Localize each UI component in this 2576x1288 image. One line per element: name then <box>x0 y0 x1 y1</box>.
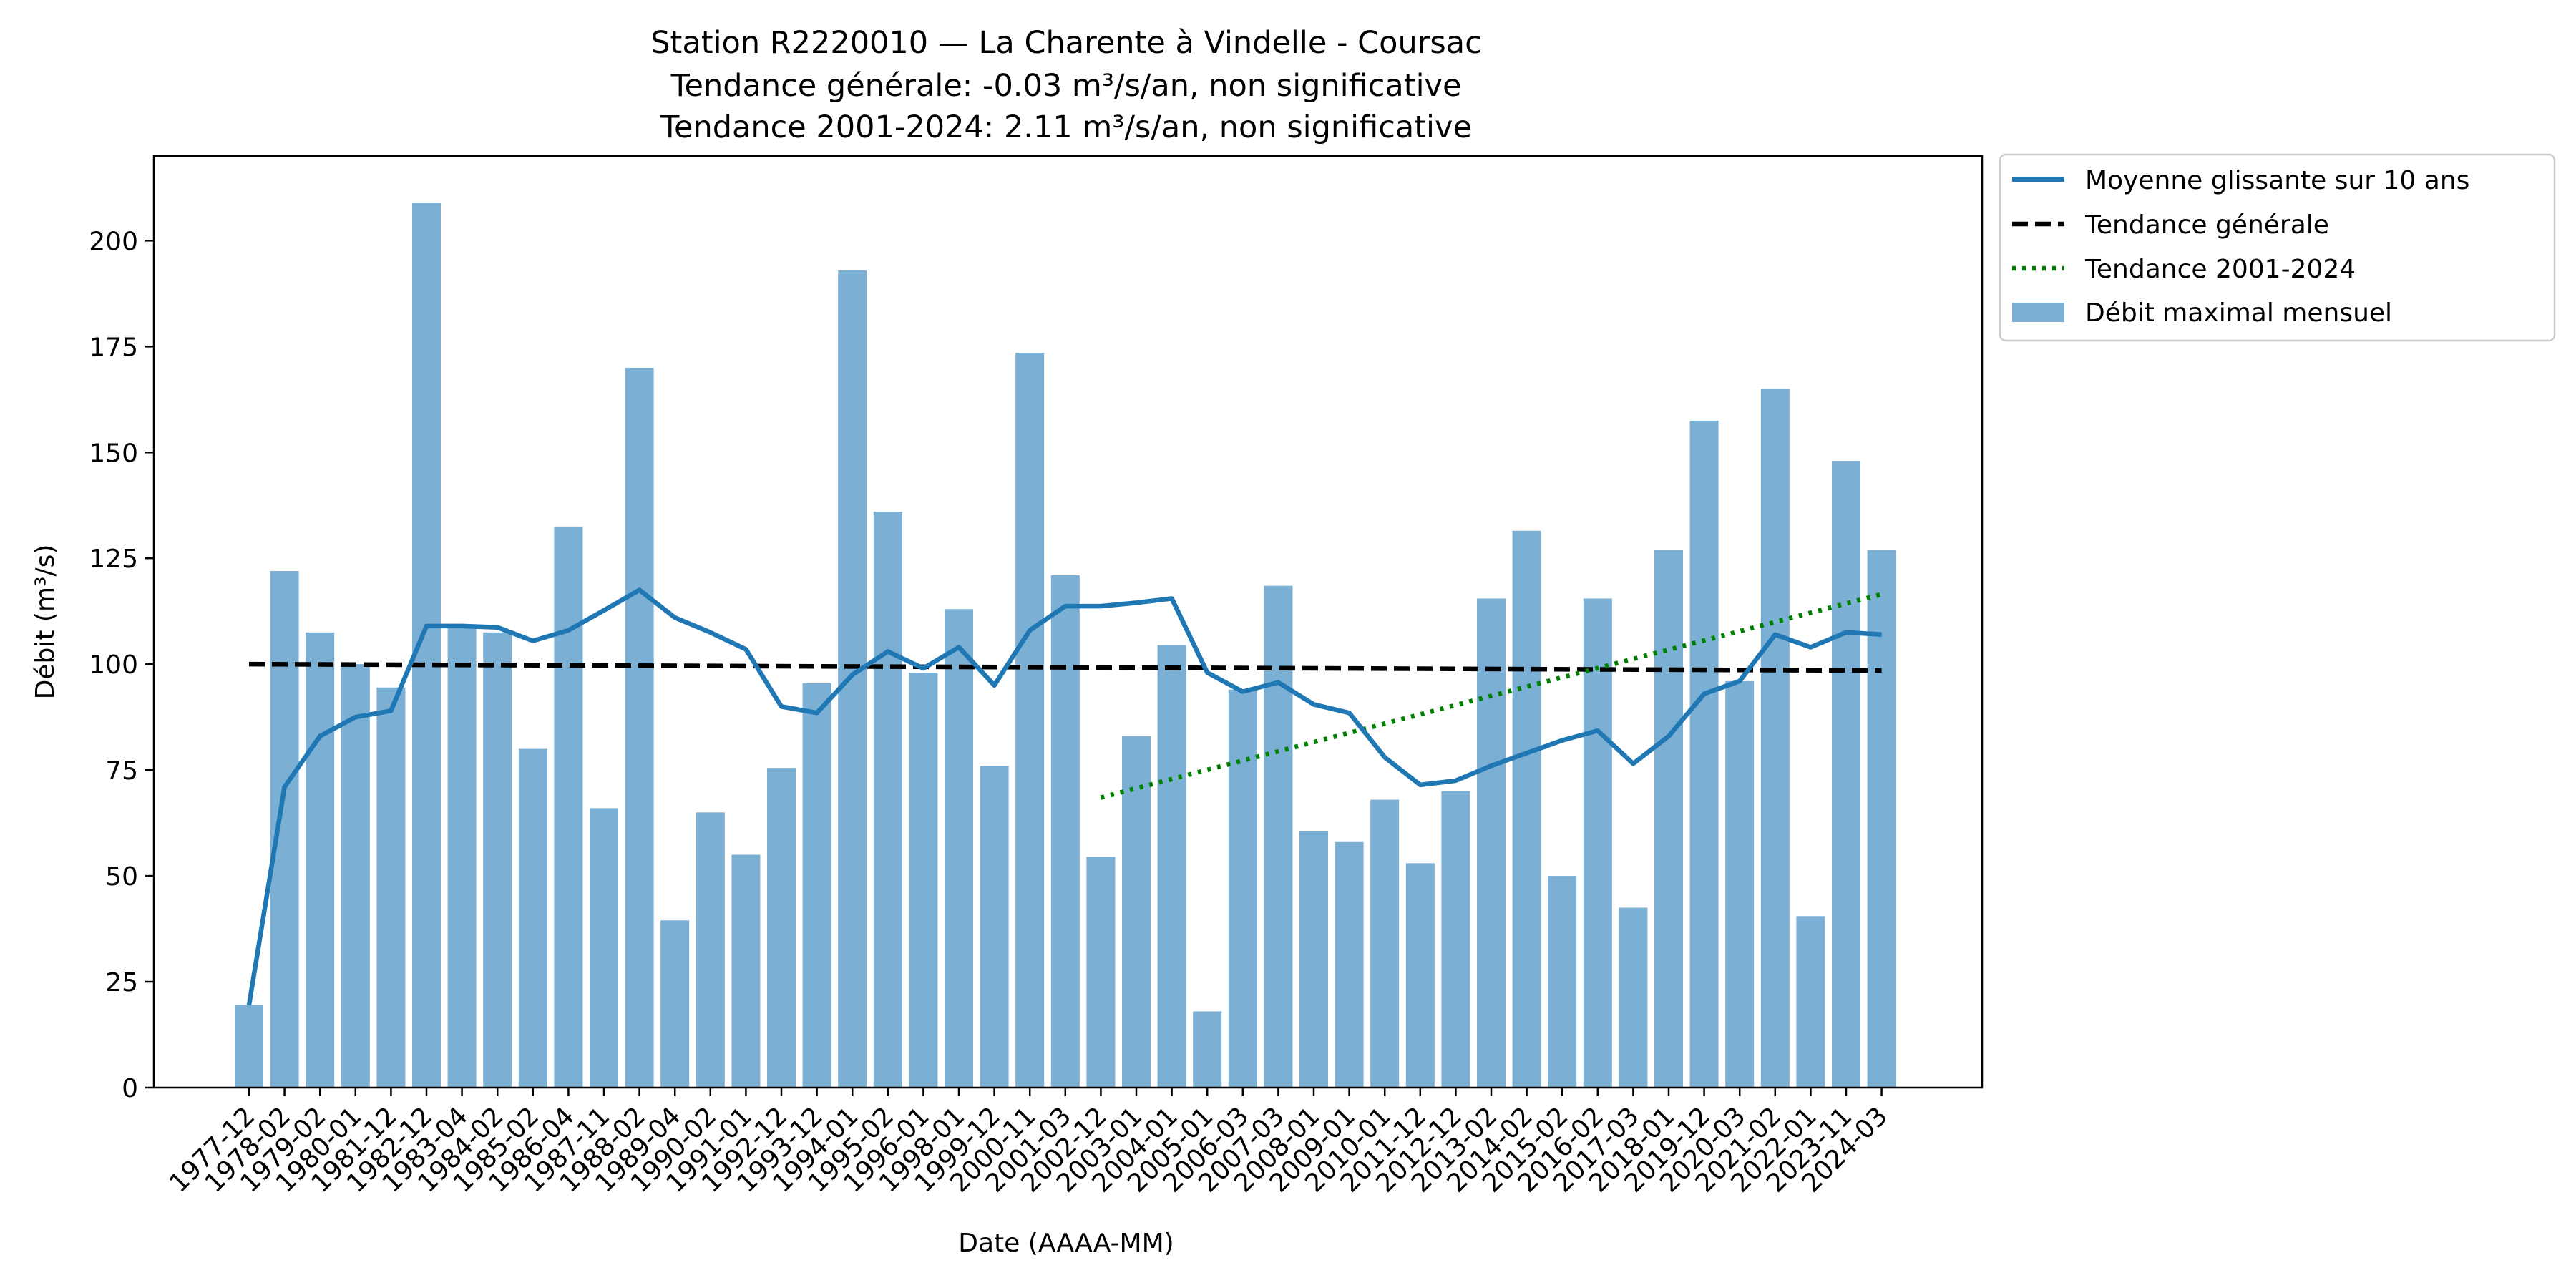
bar <box>1796 916 1825 1088</box>
bar <box>660 920 690 1088</box>
y-tick-label: 25 <box>105 968 138 997</box>
bar <box>1512 530 1541 1088</box>
bar <box>341 664 370 1088</box>
trend-lines-group <box>248 592 1883 800</box>
y-axis: 0 25 50 75 100 125 150 175 200 <box>89 227 154 1103</box>
y-tick-label: 0 <box>122 1074 138 1103</box>
bars-group <box>235 203 1896 1088</box>
bar <box>306 632 335 1088</box>
title-line-1: Station R2220010 — La Charente à Vindell… <box>650 25 1482 61</box>
x-axis-label: Date (AAAA-MM) <box>958 1229 1174 1258</box>
title-line-3: Tendance 2001-2024: 2.11 m³/s/an, non si… <box>660 109 1472 145</box>
bar <box>696 812 725 1088</box>
bar <box>554 526 583 1088</box>
title-line-2: Tendance générale: -0.03 m³/s/an, non si… <box>670 68 1462 104</box>
legend-entry-label: Tendance générale <box>2084 210 2329 240</box>
rolling-mean-line <box>246 587 1882 1006</box>
chart-title: Station R2220010 — La Charente à Vindell… <box>650 25 1482 145</box>
legend-swatch <box>2012 303 2064 322</box>
bar <box>767 768 796 1088</box>
bar <box>1157 645 1186 1088</box>
y-axis-label: Débit (m³/s) <box>31 545 60 700</box>
bar <box>945 609 973 1088</box>
bar <box>483 632 512 1088</box>
general-trend-line <box>248 661 1882 673</box>
bar <box>1760 389 1790 1088</box>
bar <box>1441 791 1470 1088</box>
bar <box>625 367 654 1088</box>
y-tick-label: 175 <box>89 333 138 362</box>
x-axis: 1977-121978-021979-021980-011981-121982-… <box>164 1088 1893 1199</box>
bar <box>590 808 618 1088</box>
bar <box>1370 799 1400 1088</box>
bar <box>1264 585 1293 1088</box>
y-tick-label: 50 <box>105 862 138 892</box>
bar <box>235 1005 263 1088</box>
bar <box>1832 461 1860 1088</box>
bar <box>1122 736 1151 1088</box>
rolling-mean-group <box>246 587 1882 1006</box>
bar <box>1619 907 1648 1088</box>
bar <box>1228 689 1257 1088</box>
bar <box>376 687 406 1088</box>
bar <box>838 270 867 1088</box>
bar <box>1405 863 1435 1088</box>
legend-frame <box>1999 153 2556 342</box>
bar <box>980 766 1009 1088</box>
bar <box>518 748 547 1088</box>
bar <box>731 854 761 1088</box>
bar <box>1050 575 1080 1088</box>
bar <box>1583 598 1612 1088</box>
bar <box>1689 420 1719 1088</box>
y-tick-label: 75 <box>105 756 138 786</box>
bar <box>1299 831 1328 1088</box>
bar <box>909 673 938 1088</box>
bar <box>1477 598 1506 1088</box>
bar <box>447 628 477 1088</box>
legend-entry-label: Débit maximal mensuel <box>2085 298 2392 328</box>
bar <box>270 570 299 1088</box>
bar <box>1086 857 1116 1088</box>
y-tick-label: 125 <box>89 545 138 574</box>
legend-entry-label: Tendance 2001-2024 <box>2084 255 2356 284</box>
legend-entry-label: Moyenne glissante sur 10 ans <box>2085 166 2469 195</box>
bar <box>1015 353 1045 1088</box>
y-tick-label: 200 <box>89 227 138 256</box>
plot-frame <box>152 155 1984 1089</box>
bar <box>802 683 831 1088</box>
recent-trend-line <box>1100 592 1883 800</box>
y-tick-label: 150 <box>89 439 138 468</box>
y-tick-label: 100 <box>89 650 138 680</box>
bar <box>1548 876 1577 1088</box>
bar <box>1335 841 1364 1088</box>
bar <box>1654 550 1683 1088</box>
bar <box>1193 1011 1222 1088</box>
bar <box>1867 550 1896 1088</box>
legend: Moyenne glissante sur 10 ans Tendance gén… <box>1999 153 2556 342</box>
bar <box>1725 680 1755 1088</box>
bar <box>873 512 902 1088</box>
